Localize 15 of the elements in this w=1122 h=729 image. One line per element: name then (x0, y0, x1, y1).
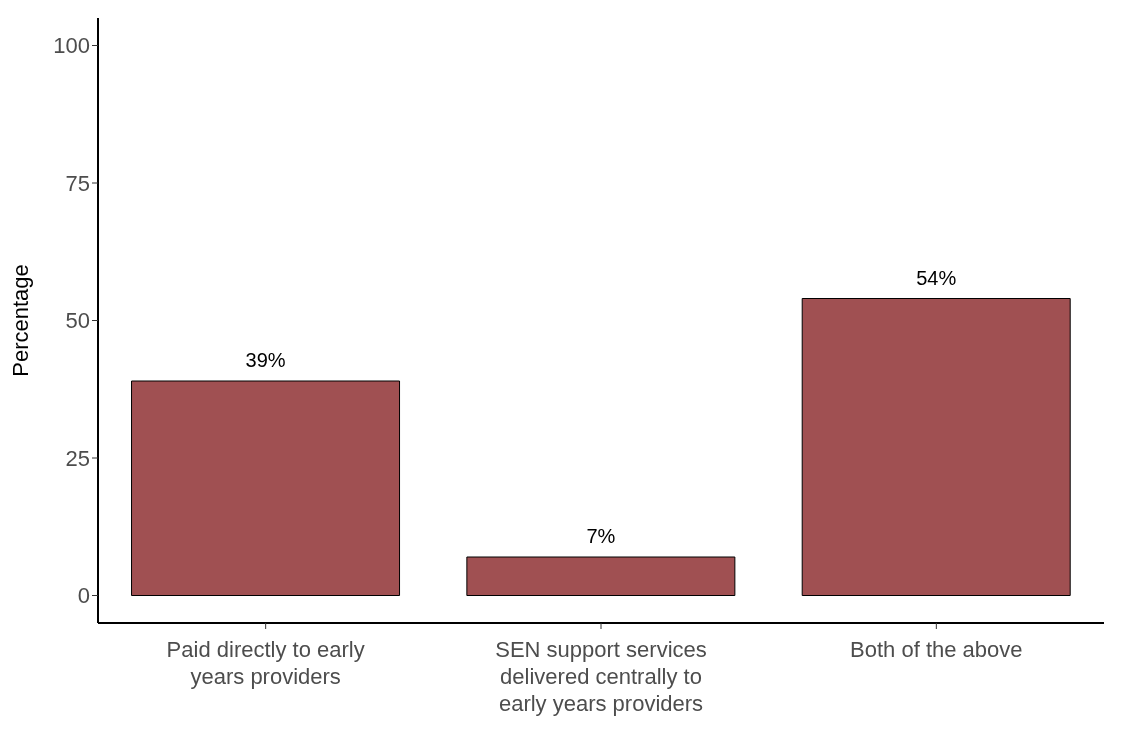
bar (801, 298, 1071, 596)
bar (466, 556, 736, 596)
y-axis-title: Percentage (7, 264, 33, 377)
x-tick-label: Both of the above (850, 637, 1023, 662)
y-tick-label: 100 (53, 33, 90, 59)
x-tick-label: SEN support services delivered centrally to early years providers (495, 637, 707, 716)
data-label: 39% (245, 349, 286, 371)
bar (131, 380, 401, 596)
y-tick-label: 75 (65, 170, 90, 196)
data-label: 54% (916, 266, 957, 289)
x-tick-label: Paid directly to early years providers (166, 637, 365, 689)
y-tick-label: 0 (77, 583, 90, 609)
y-tick-label: 25 (65, 445, 90, 471)
data-label: 7% (586, 525, 616, 547)
y-tick-label: 50 (65, 308, 90, 334)
